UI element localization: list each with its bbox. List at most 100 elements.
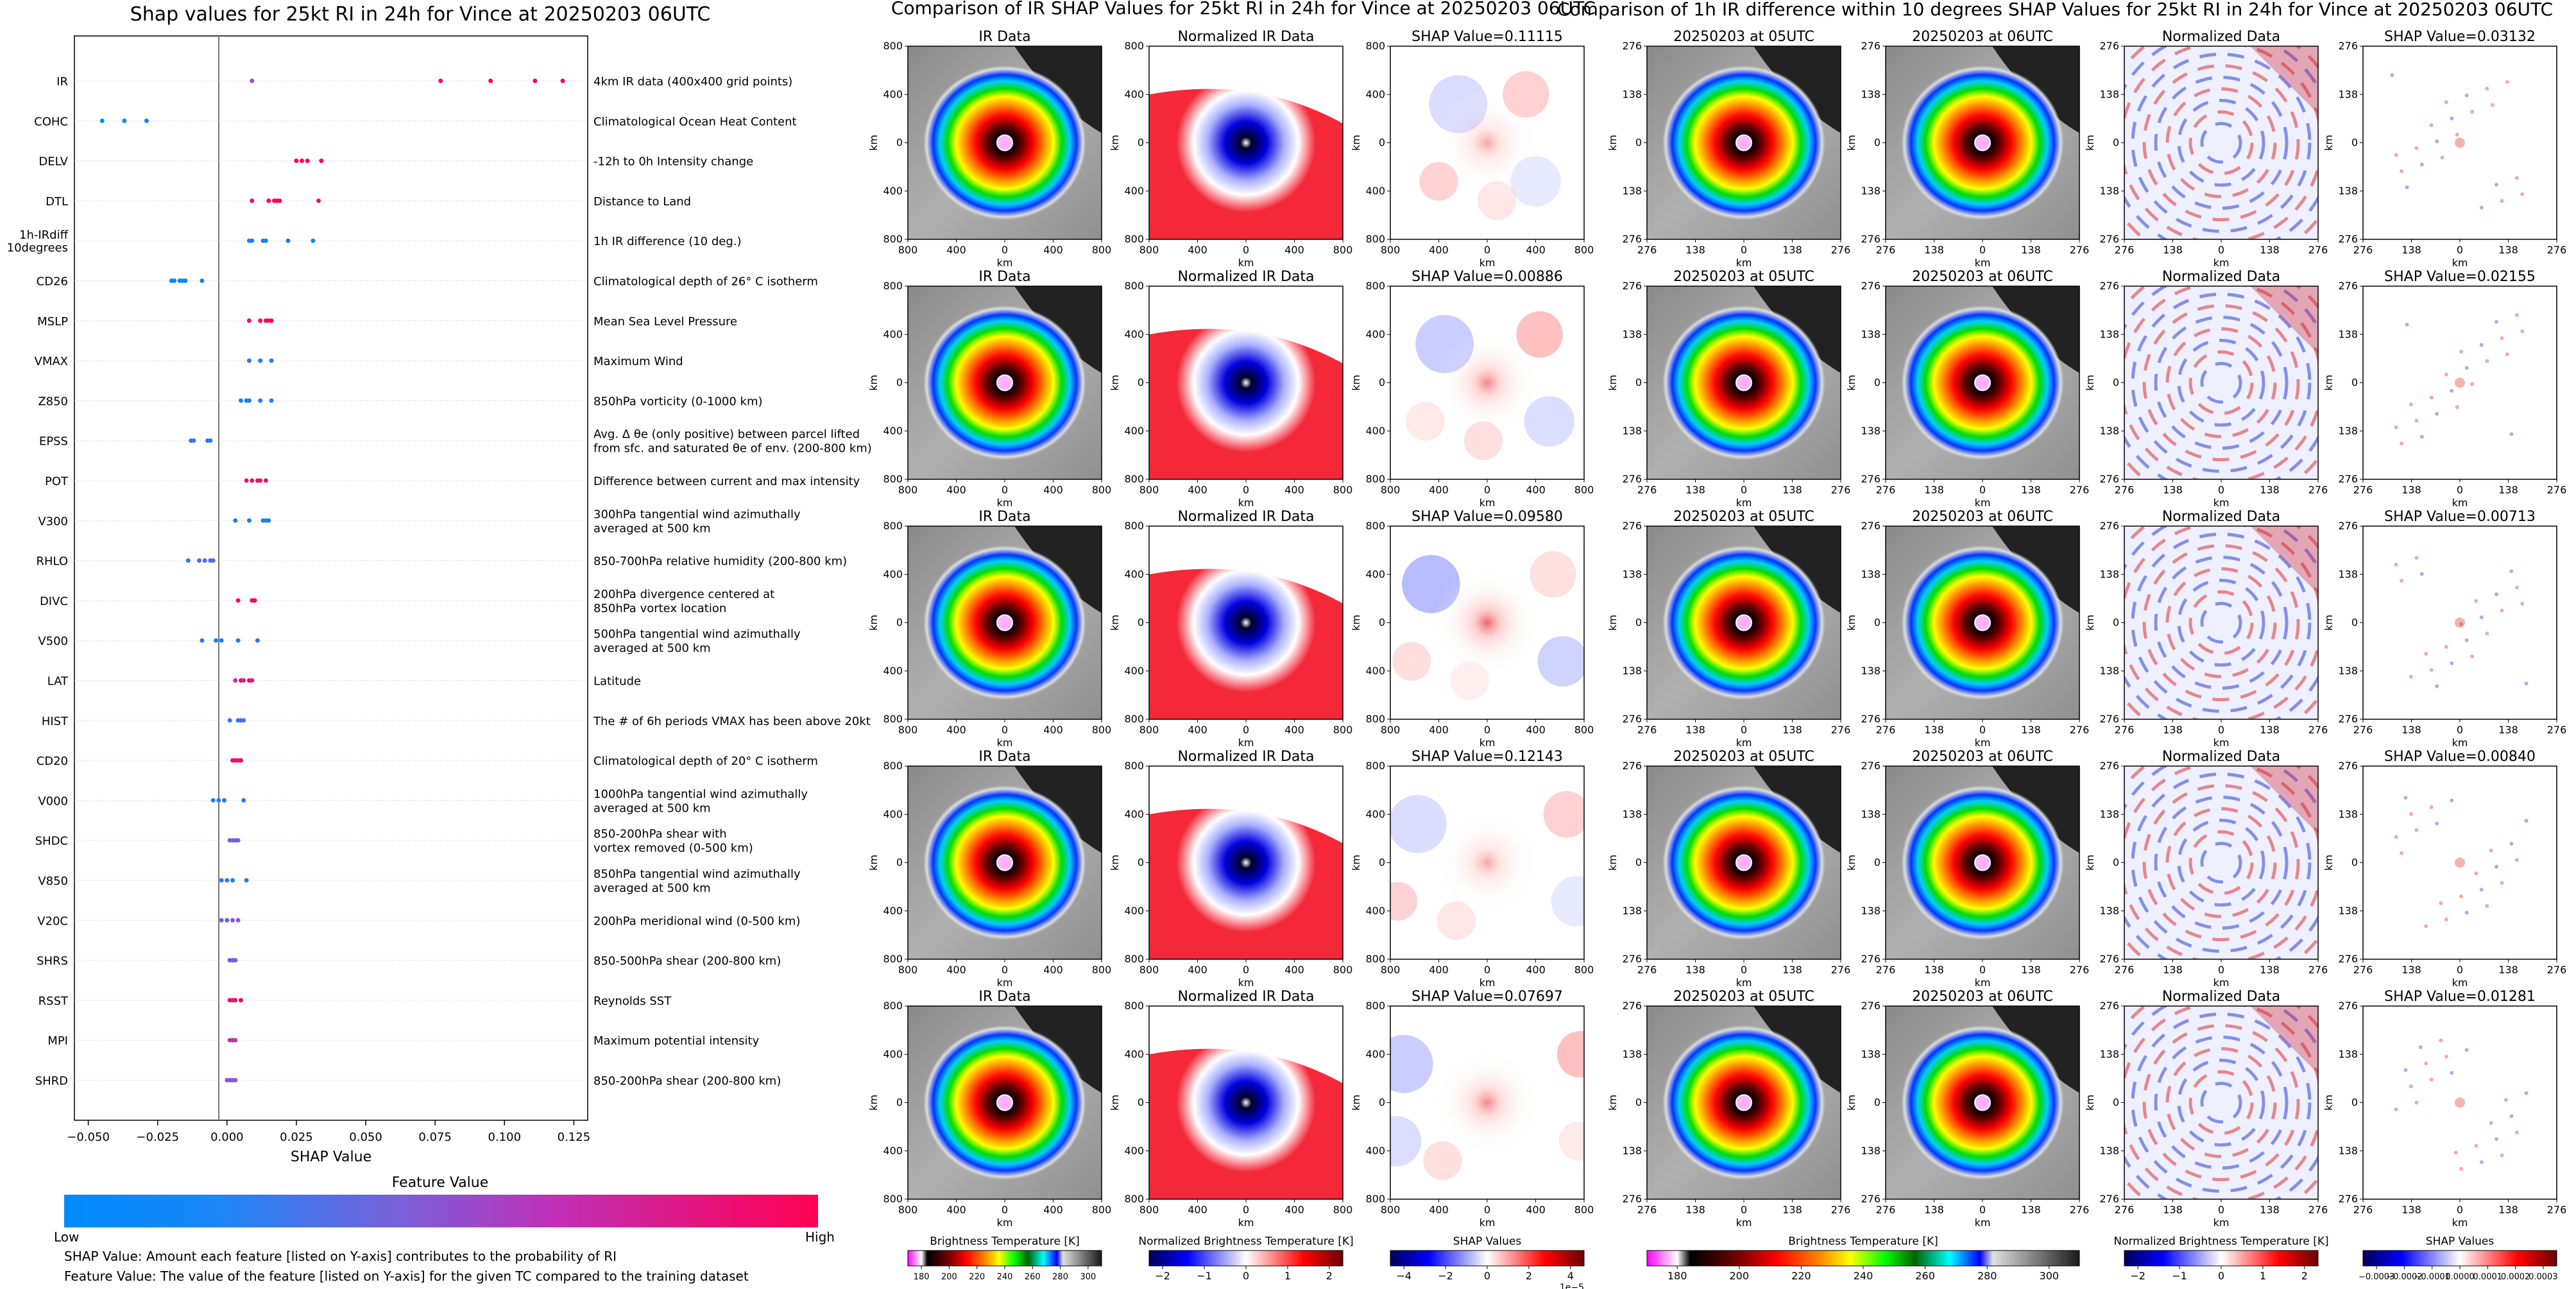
panel-title: SHAP Value=0.09580 — [1412, 509, 1563, 525]
diff-shap-speck — [2479, 615, 2484, 620]
y-tick-label: 800 — [1124, 760, 1144, 772]
y-tick-label: 276 — [2338, 520, 2358, 532]
feature-description: 300hPa tangential wind azimuthally — [593, 508, 801, 521]
x-tick-label: 0 — [2218, 484, 2224, 496]
colorbar-tick-label: 220 — [1791, 1270, 1811, 1282]
y-tick-label: 138 — [1622, 425, 1642, 437]
storm-eye — [1736, 374, 1752, 391]
y-tick-label: 800 — [1124, 713, 1144, 725]
y-tick-label: 800 — [1124, 1193, 1144, 1205]
feature-row: DTL Distance to Land — [46, 195, 691, 209]
map-panel: Normalized IR Data8008004004000040040080… — [1109, 29, 1352, 269]
y-tick-label: 276 — [2099, 280, 2119, 292]
y-tick-label: 138 — [1861, 568, 1881, 580]
storm-core — [1176, 1033, 1316, 1172]
x-tick-label: 0 — [1484, 484, 1490, 496]
colorbar-tick-label: 1 — [1284, 1270, 1291, 1282]
feature-row: V850 850hPa tangential wind azimuthallyav… — [38, 867, 801, 895]
shap-blob — [1516, 311, 1563, 358]
map-panel: SHAP Value=0.007132762761381380013813827… — [2323, 509, 2566, 749]
colorbar-tick-label: 240 — [997, 1272, 1013, 1282]
y-tick-label: 138 — [2099, 665, 2119, 677]
feature-description: averaged at 500 km — [593, 801, 711, 815]
shap-point — [233, 1078, 238, 1082]
x-tick-label: −0.025 — [136, 1131, 179, 1144]
diff-region — [2250, 526, 2318, 594]
diff-shap-speck — [2444, 100, 2448, 105]
x-tick-label: 0 — [2457, 964, 2463, 976]
y-tick-label: 276 — [1861, 473, 1881, 485]
y-tick-label: 138 — [2338, 328, 2358, 340]
shap-point — [122, 118, 127, 123]
feature-label: Z850 — [38, 395, 68, 408]
shap-point — [227, 718, 232, 723]
x-tick-label: 138 — [2163, 724, 2183, 736]
diff-band — [2131, 293, 2312, 473]
x-tick-label: 276 — [2070, 724, 2090, 736]
x-tick-label: 0 — [1484, 964, 1490, 976]
feature-value-colorbar-title: Feature Value — [392, 1175, 489, 1191]
colorbar-tick-label: 280 — [1052, 1272, 1068, 1282]
y-tick-label: 0 — [2113, 1097, 2119, 1109]
colorbar-tick-label: 300 — [1080, 1272, 1096, 1282]
x-axis-label: km — [2213, 1216, 2230, 1229]
y-tick-label: 138 — [2099, 185, 2119, 197]
feature-description: 850hPa vortex location — [593, 602, 726, 615]
diff-shap-speck — [2524, 1091, 2529, 1095]
x-axis-label: km — [997, 977, 1013, 989]
x-tick-label: 138 — [1924, 244, 1944, 256]
diff-shap-speck — [2470, 110, 2475, 114]
colorbar: SHAP Values −4 −2 0 2 41e−5 — [1390, 1235, 1585, 1289]
y-tick-label: 0 — [1138, 137, 1144, 149]
shap-point — [200, 638, 205, 643]
y-axis-label: km — [1607, 375, 1619, 391]
x-tick-label: 138 — [2260, 244, 2280, 256]
diff-shap-speck — [2464, 638, 2469, 642]
storm-eye — [996, 614, 1013, 631]
diff-band — [2200, 1082, 2242, 1123]
x-tick-label: 400 — [946, 244, 966, 256]
y-axis-label: km — [1845, 135, 1857, 151]
x-tick-label: 276 — [2353, 484, 2373, 496]
y-axis-label: km — [2084, 855, 2096, 871]
x-tick-label: 276 — [1637, 964, 1657, 976]
feature-row: DIVC 200hPa divergence centered at850hPa … — [40, 588, 774, 615]
x-tick-label: 138 — [2163, 244, 2183, 256]
x-tick-label: 800 — [1333, 724, 1353, 736]
x-tick-label: 276 — [2115, 244, 2135, 256]
x-axis-label: km — [1238, 257, 1254, 269]
shap-point — [230, 878, 235, 883]
x-tick-label: 800 — [898, 244, 918, 256]
shap-point — [244, 478, 249, 483]
x-tick-label: 138 — [1924, 724, 1944, 736]
x-tick-label: 800 — [1139, 1204, 1159, 1216]
feature-label: SHRS — [37, 955, 68, 968]
x-tick-label: 138 — [1782, 964, 1802, 976]
x-tick-label: 138 — [2401, 1204, 2421, 1216]
colorbar-tick-label: 2 — [1326, 1270, 1333, 1282]
x-axis-label: km — [1238, 737, 1254, 749]
y-tick-label: 276 — [1622, 280, 1642, 292]
diff-shap-speck — [2505, 352, 2509, 357]
y-tick-label: 138 — [2338, 1145, 2358, 1157]
x-axis-label: km — [1736, 1216, 1752, 1229]
diff-shap-speck — [2514, 1130, 2519, 1134]
y-tick-label: 800 — [1124, 233, 1144, 245]
diff-shap-speck — [2450, 798, 2454, 803]
x-tick-label: 400 — [1284, 964, 1304, 976]
x-tick-label: 400 — [1188, 244, 1207, 256]
y-tick-label: 276 — [2338, 953, 2358, 965]
feature-description: 4km IR data (400x400 grid points) — [593, 75, 792, 89]
colorbar-tick-label: −0.0002 — [2386, 1272, 2422, 1282]
feature-description: Climatological depth of 26° C isotherm — [593, 275, 818, 289]
x-tick-label: 276 — [2115, 724, 2135, 736]
shap-blob — [1390, 795, 1447, 853]
y-tick-label: 400 — [883, 568, 903, 580]
shap-point — [319, 158, 324, 164]
colorbar-tick-label: 0 — [1484, 1270, 1490, 1282]
shap-point — [277, 198, 282, 203]
shap-blob — [1557, 1031, 1584, 1078]
diff-band — [2165, 1047, 2277, 1158]
shap-blob — [1524, 396, 1574, 447]
x-tick-label: 400 — [946, 484, 966, 496]
